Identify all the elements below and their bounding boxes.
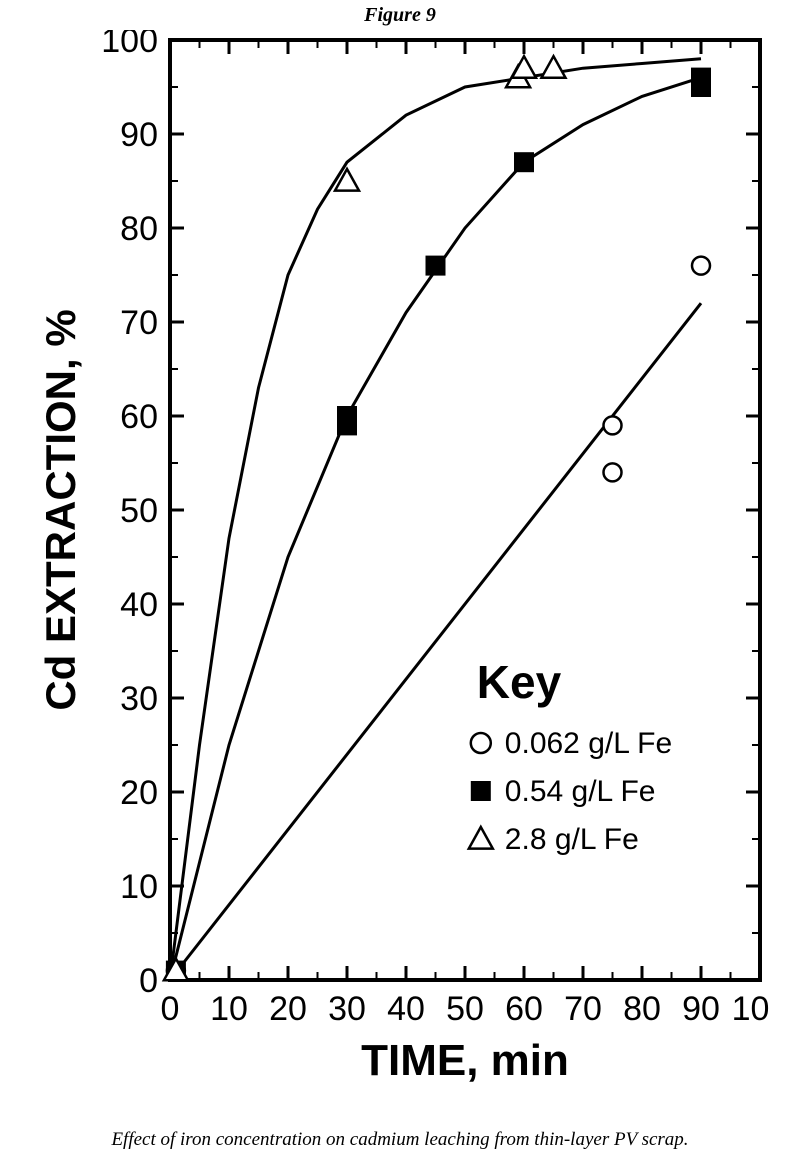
triangle-marker-icon [512,56,536,78]
x-tick-label: 0 [161,990,180,1028]
y-tick-label: 50 [120,492,158,530]
chart: 0 10 20 30 40 50 60 70 80 90 100 0 10 20 30 40 50 60 70 80 9… [30,30,770,1090]
x-tick-label: 100 [732,990,770,1028]
y-tick-label: 70 [120,304,158,342]
legend-item-label: 0.54 g/L Fe [505,775,656,808]
legend-item-label: 0.062 g/L Fe [505,727,672,760]
x-tick-label: 80 [623,990,661,1028]
y-tick-label: 0 [139,962,158,1000]
square-marker-icon [426,256,446,276]
x-tick-label: 60 [505,990,543,1028]
figure-label: Figure 9 [0,0,800,27]
caption: Effect of iron concentration on cadmium … [0,1129,800,1151]
y-tick-label: 30 [120,680,158,718]
y-tick-label: 80 [120,210,158,248]
series-line [170,303,701,980]
x-tick-label: 20 [269,990,307,1028]
y-axis-label: Cd EXTRACTION, % [37,309,84,710]
triangle-marker-icon [469,827,493,849]
x-tick-label: 50 [446,990,484,1028]
circle-marker-icon [692,257,710,275]
plot-border [170,40,760,980]
circle-marker-icon [471,733,491,753]
x-axis-label: TIME, min [361,1036,569,1085]
y-tick-label: 20 [120,774,158,812]
x-tick-label: 30 [328,990,366,1028]
y-tick-label: 10 [120,868,158,906]
x-tick-label: 90 [682,990,720,1028]
legend-title: Key [477,656,562,708]
chart-svg: 0 10 20 30 40 50 60 70 80 90 100 0 10 20 30 40 50 60 70 80 9… [30,30,770,1090]
x-tick-label: 10 [210,990,248,1028]
circle-marker-icon [604,416,622,434]
square-marker-icon [514,152,534,172]
y-tick-label: 60 [120,398,158,436]
x-tick-label: 40 [387,990,425,1028]
x-tick-label: 70 [564,990,602,1028]
triangle-marker-icon [542,56,566,78]
square-marker-icon [337,406,357,426]
circle-marker-icon [604,463,622,481]
square-marker-icon [691,68,711,88]
triangle-marker-icon [335,169,359,191]
y-tick-label: 40 [120,586,158,624]
legend-item-label: 2.8 g/L Fe [505,823,639,856]
y-tick-label: 90 [120,116,158,154]
y-tick-label: 100 [101,30,158,60]
square-marker-icon [471,781,491,801]
